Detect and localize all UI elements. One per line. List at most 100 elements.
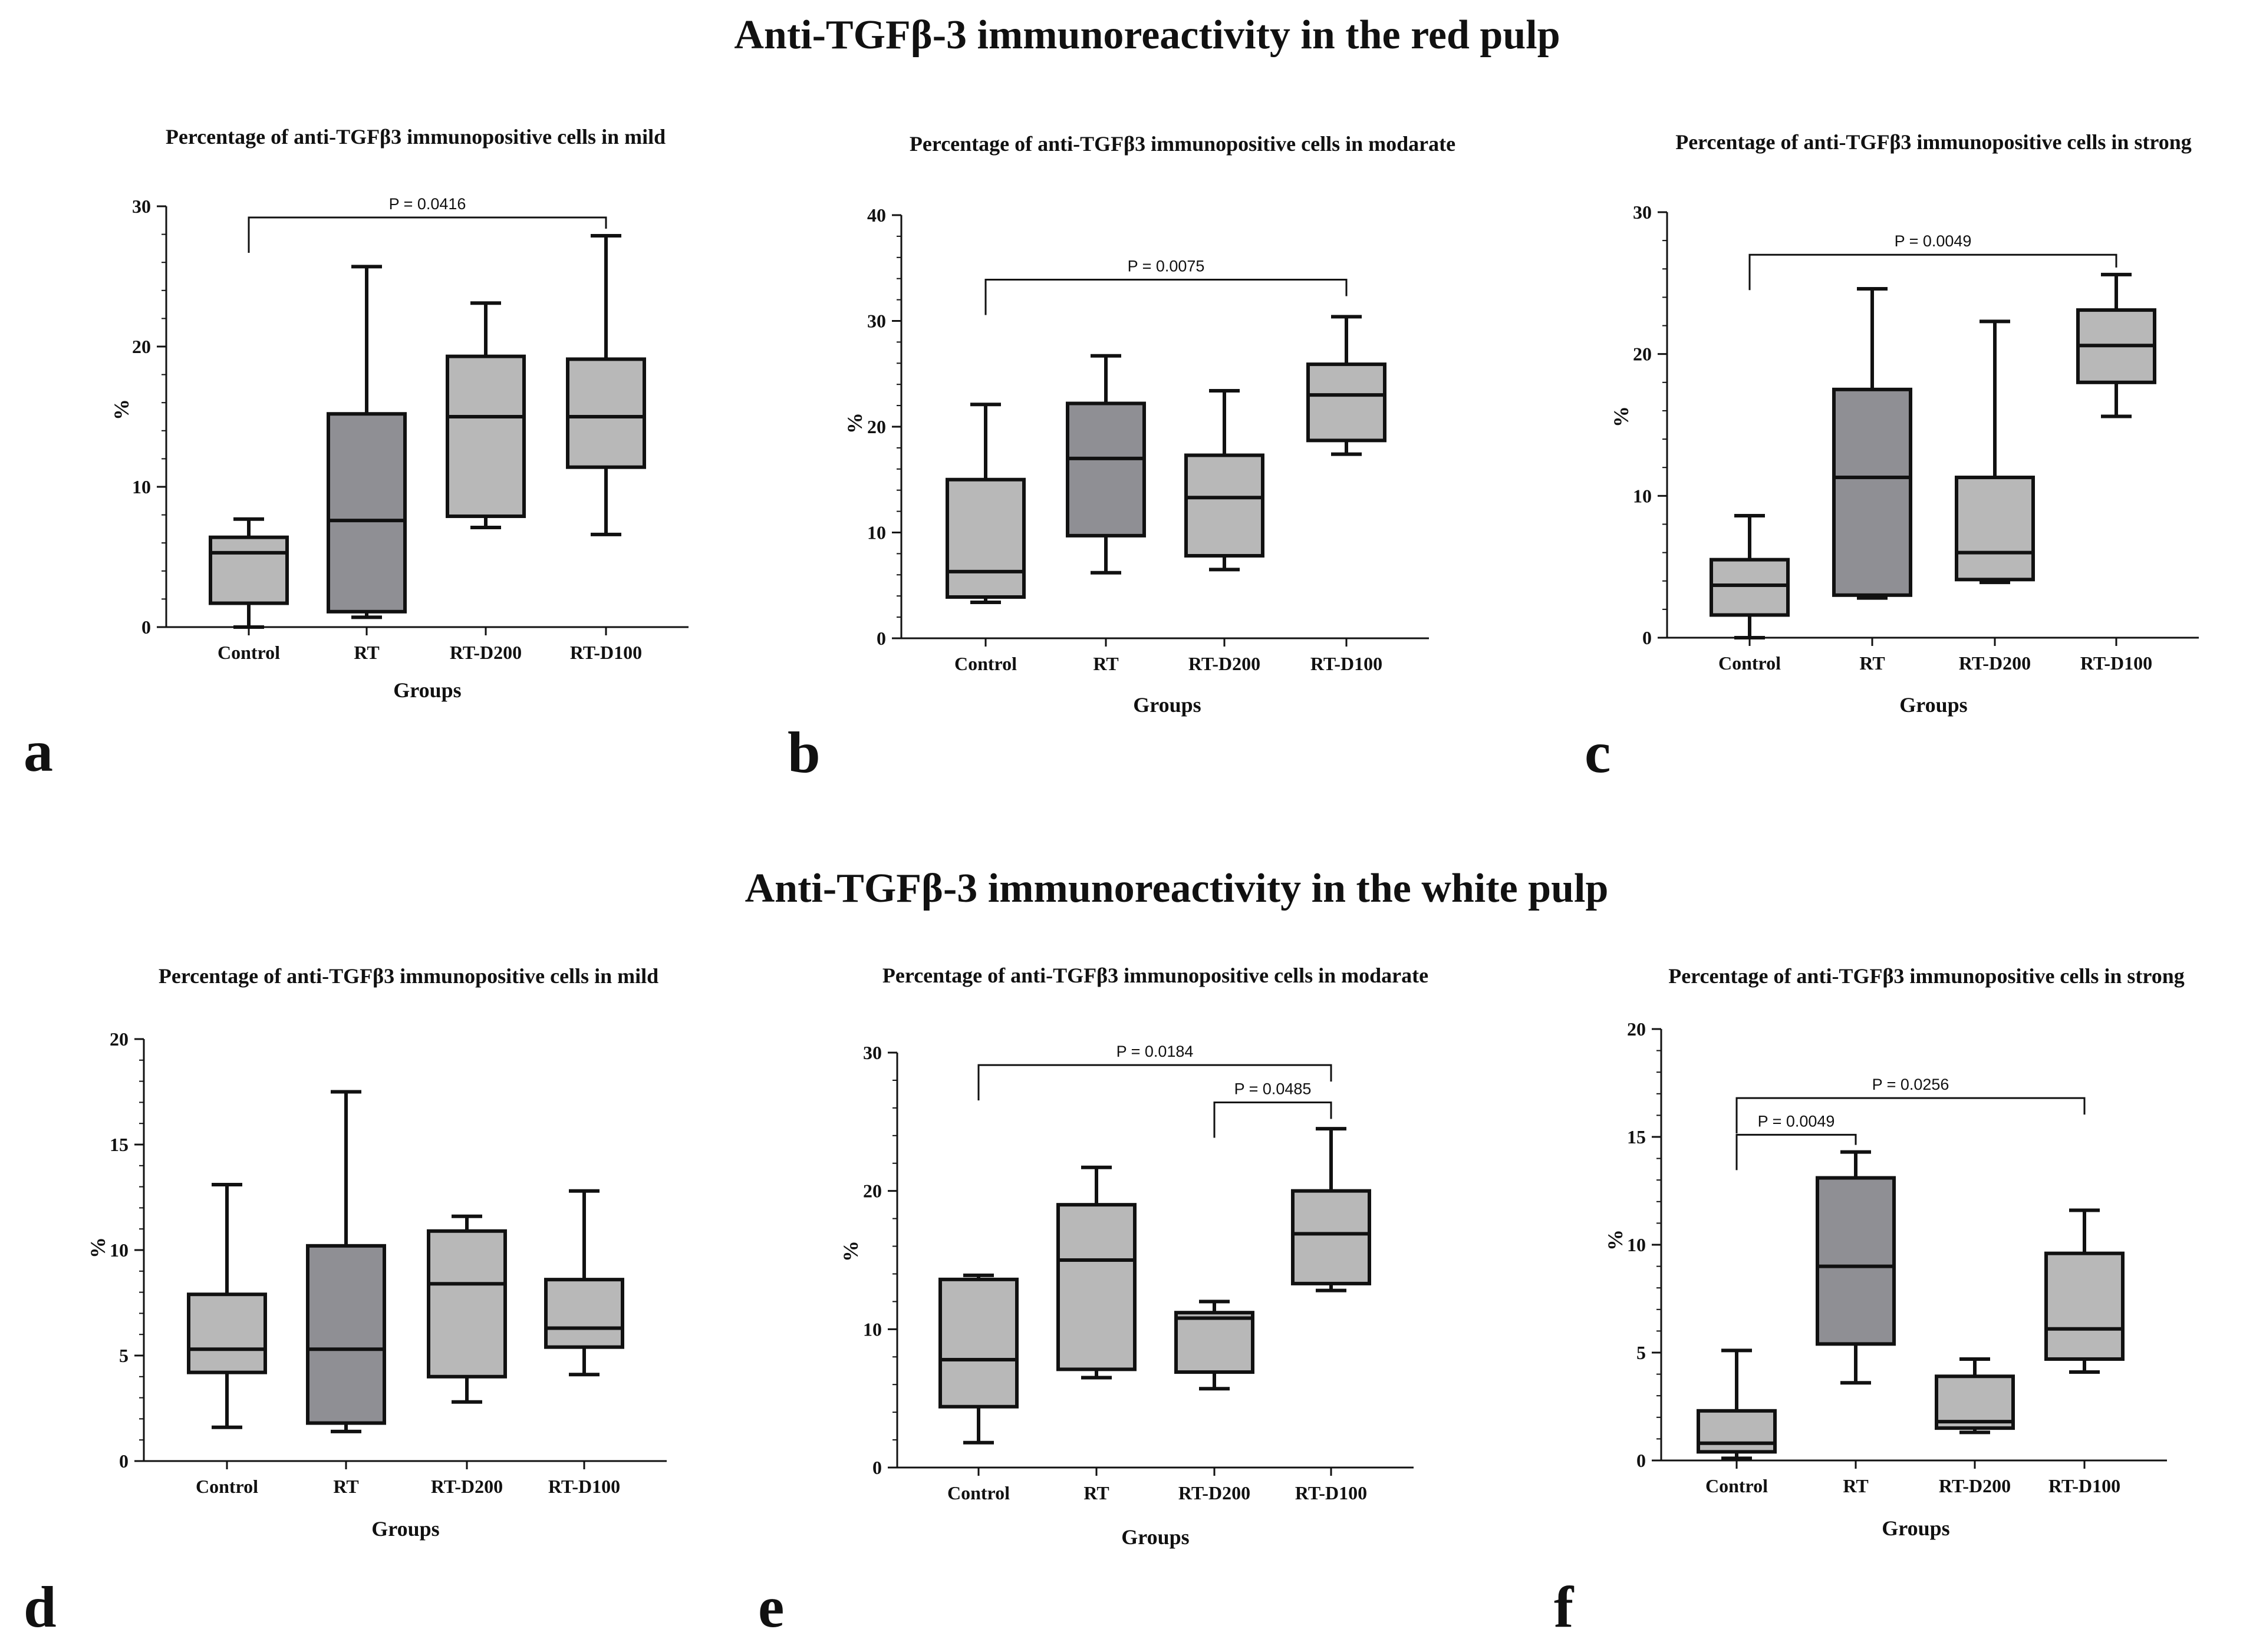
y-tick-label: 10 bbox=[1633, 485, 1652, 506]
box-rt: RT bbox=[306, 1090, 386, 1497]
significance-bracket bbox=[1735, 1133, 1857, 1170]
y-axis-label: % bbox=[843, 413, 867, 434]
box-rt-d200: RT-D200 bbox=[446, 301, 526, 663]
section-title-white-pulp: Anti-TGFβ-3 immunoreactivity in the whit… bbox=[745, 866, 1609, 911]
chart-title: Percentage of anti-TGFβ3 immunopositive … bbox=[1675, 130, 2192, 154]
x-axis-label: Groups bbox=[1121, 1525, 1189, 1549]
x-tick-label: RT bbox=[1083, 1482, 1109, 1503]
significance-bracket bbox=[1735, 1097, 2086, 1134]
y-tick-label: 10 bbox=[132, 476, 151, 497]
iqr-box bbox=[427, 1229, 507, 1379]
y-tick-label: 10 bbox=[867, 522, 886, 543]
panel-c: Percentage of anti-TGFβ3 immunopositive … bbox=[1585, 130, 2199, 785]
y-tick-label: 20 bbox=[1627, 1018, 1646, 1040]
x-axis-label: Groups bbox=[393, 678, 461, 702]
section-title-red-pulp: Anti-TGFβ-3 immunoreactivity in the red … bbox=[734, 12, 1560, 58]
y-tick-label: 30 bbox=[1633, 202, 1652, 223]
panel-letter: a bbox=[24, 718, 53, 784]
chart-title: Percentage of anti-TGFβ3 immunopositive … bbox=[166, 125, 666, 149]
box-rt-d100: RT-D100 bbox=[1306, 315, 1386, 674]
x-tick-label: Control bbox=[947, 1482, 1010, 1503]
x-tick-label: Control bbox=[218, 642, 280, 663]
p-value-label: P = 0.0485 bbox=[1234, 1080, 1312, 1097]
panel-f: Percentage of anti-TGFβ3 immunopositive … bbox=[1554, 964, 2185, 1640]
iqr-box bbox=[1184, 453, 1264, 558]
iqr-box bbox=[306, 1244, 386, 1425]
y-tick-label: 15 bbox=[1627, 1126, 1646, 1148]
iqr-box bbox=[1832, 387, 1912, 597]
box-rt-d100: RT-D100 bbox=[566, 233, 646, 663]
panel-a: Percentage of anti-TGFβ3 immunopositive … bbox=[24, 125, 689, 784]
x-tick-label: RT-D200 bbox=[431, 1476, 503, 1497]
iqr-box bbox=[1955, 476, 2035, 582]
iqr-box bbox=[1056, 1203, 1137, 1371]
box-rt-d200: RT-D200 bbox=[427, 1214, 507, 1497]
box-control: Control bbox=[938, 1273, 1019, 1503]
significance-bracket bbox=[984, 278, 1348, 315]
y-axis-label: % bbox=[86, 1237, 110, 1258]
panel-d: Percentage of anti-TGFβ3 immunopositive … bbox=[24, 964, 667, 1640]
y-tick-label: 10 bbox=[110, 1239, 129, 1261]
y-tick-label: 20 bbox=[867, 416, 886, 437]
x-tick-label: RT bbox=[1843, 1475, 1868, 1496]
iqr-box bbox=[2044, 1251, 2125, 1361]
box-rt: RT bbox=[1056, 1165, 1137, 1503]
x-tick-label: RT-D100 bbox=[570, 642, 642, 663]
iqr-box bbox=[946, 477, 1026, 599]
y-tick-label: 20 bbox=[1633, 344, 1652, 365]
panel-letter: d bbox=[24, 1574, 57, 1640]
iqr-box bbox=[1816, 1176, 1896, 1346]
box-rt: RT bbox=[327, 265, 407, 663]
box-rt-d200: RT-D200 bbox=[1174, 1300, 1254, 1503]
x-tick-label: Control bbox=[1705, 1475, 1768, 1496]
y-tick-label: 30 bbox=[863, 1042, 882, 1063]
y-tick-label: 0 bbox=[1642, 627, 1652, 648]
iqr-box bbox=[1935, 1374, 2015, 1430]
x-tick-label: RT-D100 bbox=[1295, 1482, 1367, 1503]
x-tick-label: Control bbox=[1718, 652, 1781, 674]
x-tick-label: RT bbox=[333, 1476, 358, 1497]
x-tick-label: RT-D100 bbox=[548, 1476, 620, 1497]
p-value-label: P = 0.0075 bbox=[1128, 257, 1205, 275]
x-tick-label: RT-D200 bbox=[1188, 653, 1260, 674]
y-tick-label: 30 bbox=[132, 196, 151, 217]
iqr-box bbox=[1710, 558, 1790, 617]
y-tick-label: 5 bbox=[1636, 1342, 1646, 1363]
chart-title: Percentage of anti-TGFβ3 immunopositive … bbox=[910, 132, 1455, 156]
iqr-box bbox=[327, 412, 407, 614]
p-value-label: P = 0.0049 bbox=[1895, 232, 1972, 250]
box-rt-d100: RT-D100 bbox=[2044, 1208, 2125, 1496]
y-tick-label: 20 bbox=[863, 1181, 882, 1202]
panel-letter: c bbox=[1585, 720, 1610, 785]
box-rt-d100: RT-D100 bbox=[2076, 272, 2156, 674]
iqr-box bbox=[1306, 362, 1386, 443]
panel-letter: f bbox=[1554, 1574, 1575, 1640]
box-control: Control bbox=[1697, 1348, 1777, 1496]
y-tick-label: 20 bbox=[110, 1028, 129, 1050]
p-value-label: P = 0.0184 bbox=[1116, 1043, 1194, 1060]
x-tick-label: RT-D200 bbox=[1959, 652, 2031, 674]
significance-bracket bbox=[1748, 253, 2117, 291]
chart-title: Percentage of anti-TGFβ3 immunopositive … bbox=[159, 964, 658, 988]
box-control: Control bbox=[946, 403, 1026, 674]
panel-b: Percentage of anti-TGFβ3 immunopositive … bbox=[788, 132, 1455, 785]
x-tick-label: Control bbox=[196, 1476, 258, 1497]
chart-title: Percentage of anti-TGFβ3 immunopositive … bbox=[1668, 964, 2185, 988]
x-tick-label: RT-D200 bbox=[450, 642, 522, 663]
iqr-box bbox=[187, 1292, 267, 1374]
box-rt-d200: RT-D200 bbox=[1184, 388, 1264, 674]
p-value-label: P = 0.0049 bbox=[1758, 1112, 1835, 1130]
iqr-box bbox=[209, 535, 289, 605]
x-tick-label: RT-D100 bbox=[2080, 652, 2152, 674]
panel-e: Percentage of anti-TGFβ3 immunopositive … bbox=[758, 964, 1428, 1640]
chart-panels: Percentage of anti-TGFβ3 immunopositive … bbox=[24, 125, 2199, 1640]
box-rt: RT bbox=[1816, 1150, 1896, 1496]
iqr-box bbox=[544, 1278, 624, 1349]
y-tick-label: 10 bbox=[1627, 1234, 1646, 1255]
y-tick-label: 30 bbox=[867, 311, 886, 332]
panel-letter: e bbox=[758, 1574, 784, 1640]
y-tick-label: 0 bbox=[119, 1450, 129, 1472]
panel-letter: b bbox=[788, 720, 821, 785]
iqr-box bbox=[938, 1277, 1019, 1409]
box-rt-d200: RT-D200 bbox=[1935, 1357, 2015, 1496]
